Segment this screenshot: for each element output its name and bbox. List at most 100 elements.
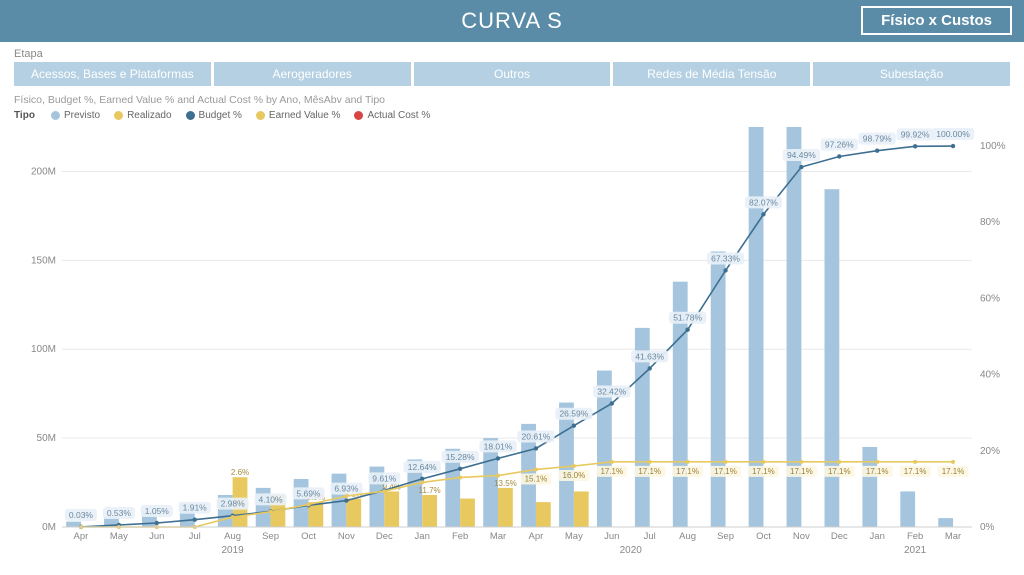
svg-text:2020: 2020 (620, 545, 643, 556)
fisico-custos-button[interactable]: Físico x Custos (861, 6, 1012, 35)
svg-text:17.1%: 17.1% (790, 467, 813, 476)
tab-3[interactable]: Redes de Média Tensão (613, 62, 810, 86)
svg-text:Jun: Jun (604, 531, 619, 542)
svg-text:17.1%: 17.1% (638, 467, 661, 476)
svg-text:17.1%: 17.1% (752, 467, 775, 476)
bar-previsto (559, 403, 574, 527)
svg-text:Jul: Jul (644, 531, 656, 542)
svg-text:18.01%: 18.01% (484, 441, 513, 451)
svg-text:Jul: Jul (189, 531, 201, 542)
legend-label: Tipo (14, 110, 35, 121)
svg-text:82.07%: 82.07% (749, 197, 778, 207)
legend-swatch-icon (256, 111, 265, 120)
svg-text:12.64%: 12.64% (408, 462, 437, 472)
svg-text:4.10%: 4.10% (258, 494, 283, 504)
svg-text:17.1%: 17.1% (866, 467, 889, 476)
legend-item-4: Actual Cost % (354, 110, 430, 121)
combo-chart: 0M50M100M150M200M0%20%40%60%80%100%2.6%5… (12, 127, 1012, 567)
svg-text:100.00%: 100.00% (936, 129, 970, 139)
svg-text:98.79%: 98.79% (863, 134, 892, 144)
svg-text:Jan: Jan (415, 531, 430, 542)
tab-4[interactable]: Subestação (813, 62, 1010, 86)
svg-text:67.33%: 67.33% (711, 254, 740, 264)
svg-text:2.6%: 2.6% (231, 468, 249, 477)
legend-text: Realizado (127, 110, 171, 121)
svg-text:Nov: Nov (793, 531, 810, 542)
svg-text:6.93%: 6.93% (334, 484, 359, 494)
svg-text:100%: 100% (980, 141, 1006, 152)
svg-text:60%: 60% (980, 293, 1000, 304)
svg-text:Nov: Nov (338, 531, 355, 542)
svg-text:80%: 80% (980, 217, 1000, 228)
svg-text:Jan: Jan (870, 531, 885, 542)
header-bar: CURVA S Físico x Custos (0, 0, 1024, 42)
bar-realizado (422, 495, 437, 527)
svg-text:Aug: Aug (224, 531, 241, 542)
legend: Tipo Previsto Realizado Budget % Earned Val… (0, 110, 1024, 127)
svg-text:97.26%: 97.26% (825, 139, 854, 149)
legend-item-2: Budget % (186, 110, 242, 121)
line-budget (81, 146, 953, 527)
svg-text:Aug: Aug (679, 531, 696, 542)
svg-text:May: May (565, 531, 583, 542)
legend-swatch-icon (354, 111, 363, 120)
bar-previsto (938, 518, 953, 527)
svg-text:9.61%: 9.61% (372, 473, 397, 483)
svg-text:0.03%: 0.03% (69, 510, 94, 520)
svg-text:17.1%: 17.1% (904, 467, 927, 476)
svg-text:Sep: Sep (717, 531, 734, 542)
svg-text:May: May (110, 531, 128, 542)
svg-text:16.0%: 16.0% (563, 471, 586, 480)
svg-text:Mar: Mar (490, 531, 506, 542)
svg-text:200M: 200M (31, 166, 56, 177)
chart-subtitle: Físico, Budget %, Earned Value % and Act… (0, 90, 1024, 110)
svg-text:20%: 20% (980, 446, 1000, 457)
svg-text:41.63%: 41.63% (635, 351, 664, 361)
etapa-label: Etapa (0, 42, 1024, 62)
svg-text:26.59%: 26.59% (559, 409, 588, 419)
legend-swatch-icon (51, 111, 60, 120)
bar-realizado (574, 491, 589, 527)
svg-text:150M: 150M (31, 255, 56, 266)
legend-item-3: Earned Value % (256, 110, 341, 121)
svg-text:Dec: Dec (376, 531, 393, 542)
legend-item-0: Previsto (51, 110, 100, 121)
svg-text:17.1%: 17.1% (600, 467, 623, 476)
bar-previsto (862, 447, 877, 527)
svg-text:15.28%: 15.28% (446, 452, 475, 462)
svg-text:50M: 50M (37, 433, 56, 444)
svg-text:Mar: Mar (945, 531, 961, 542)
svg-text:11.7%: 11.7% (419, 486, 441, 495)
svg-text:13.5%: 13.5% (494, 479, 517, 488)
svg-text:Feb: Feb (452, 531, 468, 542)
tab-2[interactable]: Outros (414, 62, 611, 86)
legend-text: Budget % (199, 110, 242, 121)
legend-text: Previsto (64, 110, 100, 121)
svg-text:17.1%: 17.1% (714, 467, 737, 476)
bar-realizado (498, 488, 513, 527)
svg-text:Jun: Jun (149, 531, 164, 542)
tab-0[interactable]: Acessos, Bases e Plataformas (14, 62, 211, 86)
svg-text:2019: 2019 (222, 545, 245, 556)
svg-text:Apr: Apr (74, 531, 89, 542)
bar-previsto (900, 491, 915, 527)
bar-previsto (294, 479, 309, 527)
svg-text:0%: 0% (980, 522, 995, 533)
svg-text:17.1%: 17.1% (942, 467, 965, 476)
svg-text:32.42%: 32.42% (597, 386, 626, 396)
svg-text:5.69%: 5.69% (296, 488, 321, 498)
svg-text:99.92%: 99.92% (901, 129, 930, 139)
svg-text:15.1%: 15.1% (525, 474, 548, 483)
svg-text:Dec: Dec (831, 531, 848, 542)
bar-realizado (346, 499, 361, 527)
tab-1[interactable]: Aerogeradores (214, 62, 411, 86)
svg-text:20.61%: 20.61% (522, 431, 551, 441)
svg-text:Apr: Apr (529, 531, 544, 542)
svg-text:2021: 2021 (904, 545, 927, 556)
svg-text:1.05%: 1.05% (145, 506, 170, 516)
legend-item-1: Realizado (114, 110, 171, 121)
svg-text:100M: 100M (31, 344, 56, 355)
svg-text:94.49%: 94.49% (787, 150, 816, 160)
svg-text:Oct: Oct (756, 531, 771, 542)
bar-realizado (384, 491, 399, 527)
